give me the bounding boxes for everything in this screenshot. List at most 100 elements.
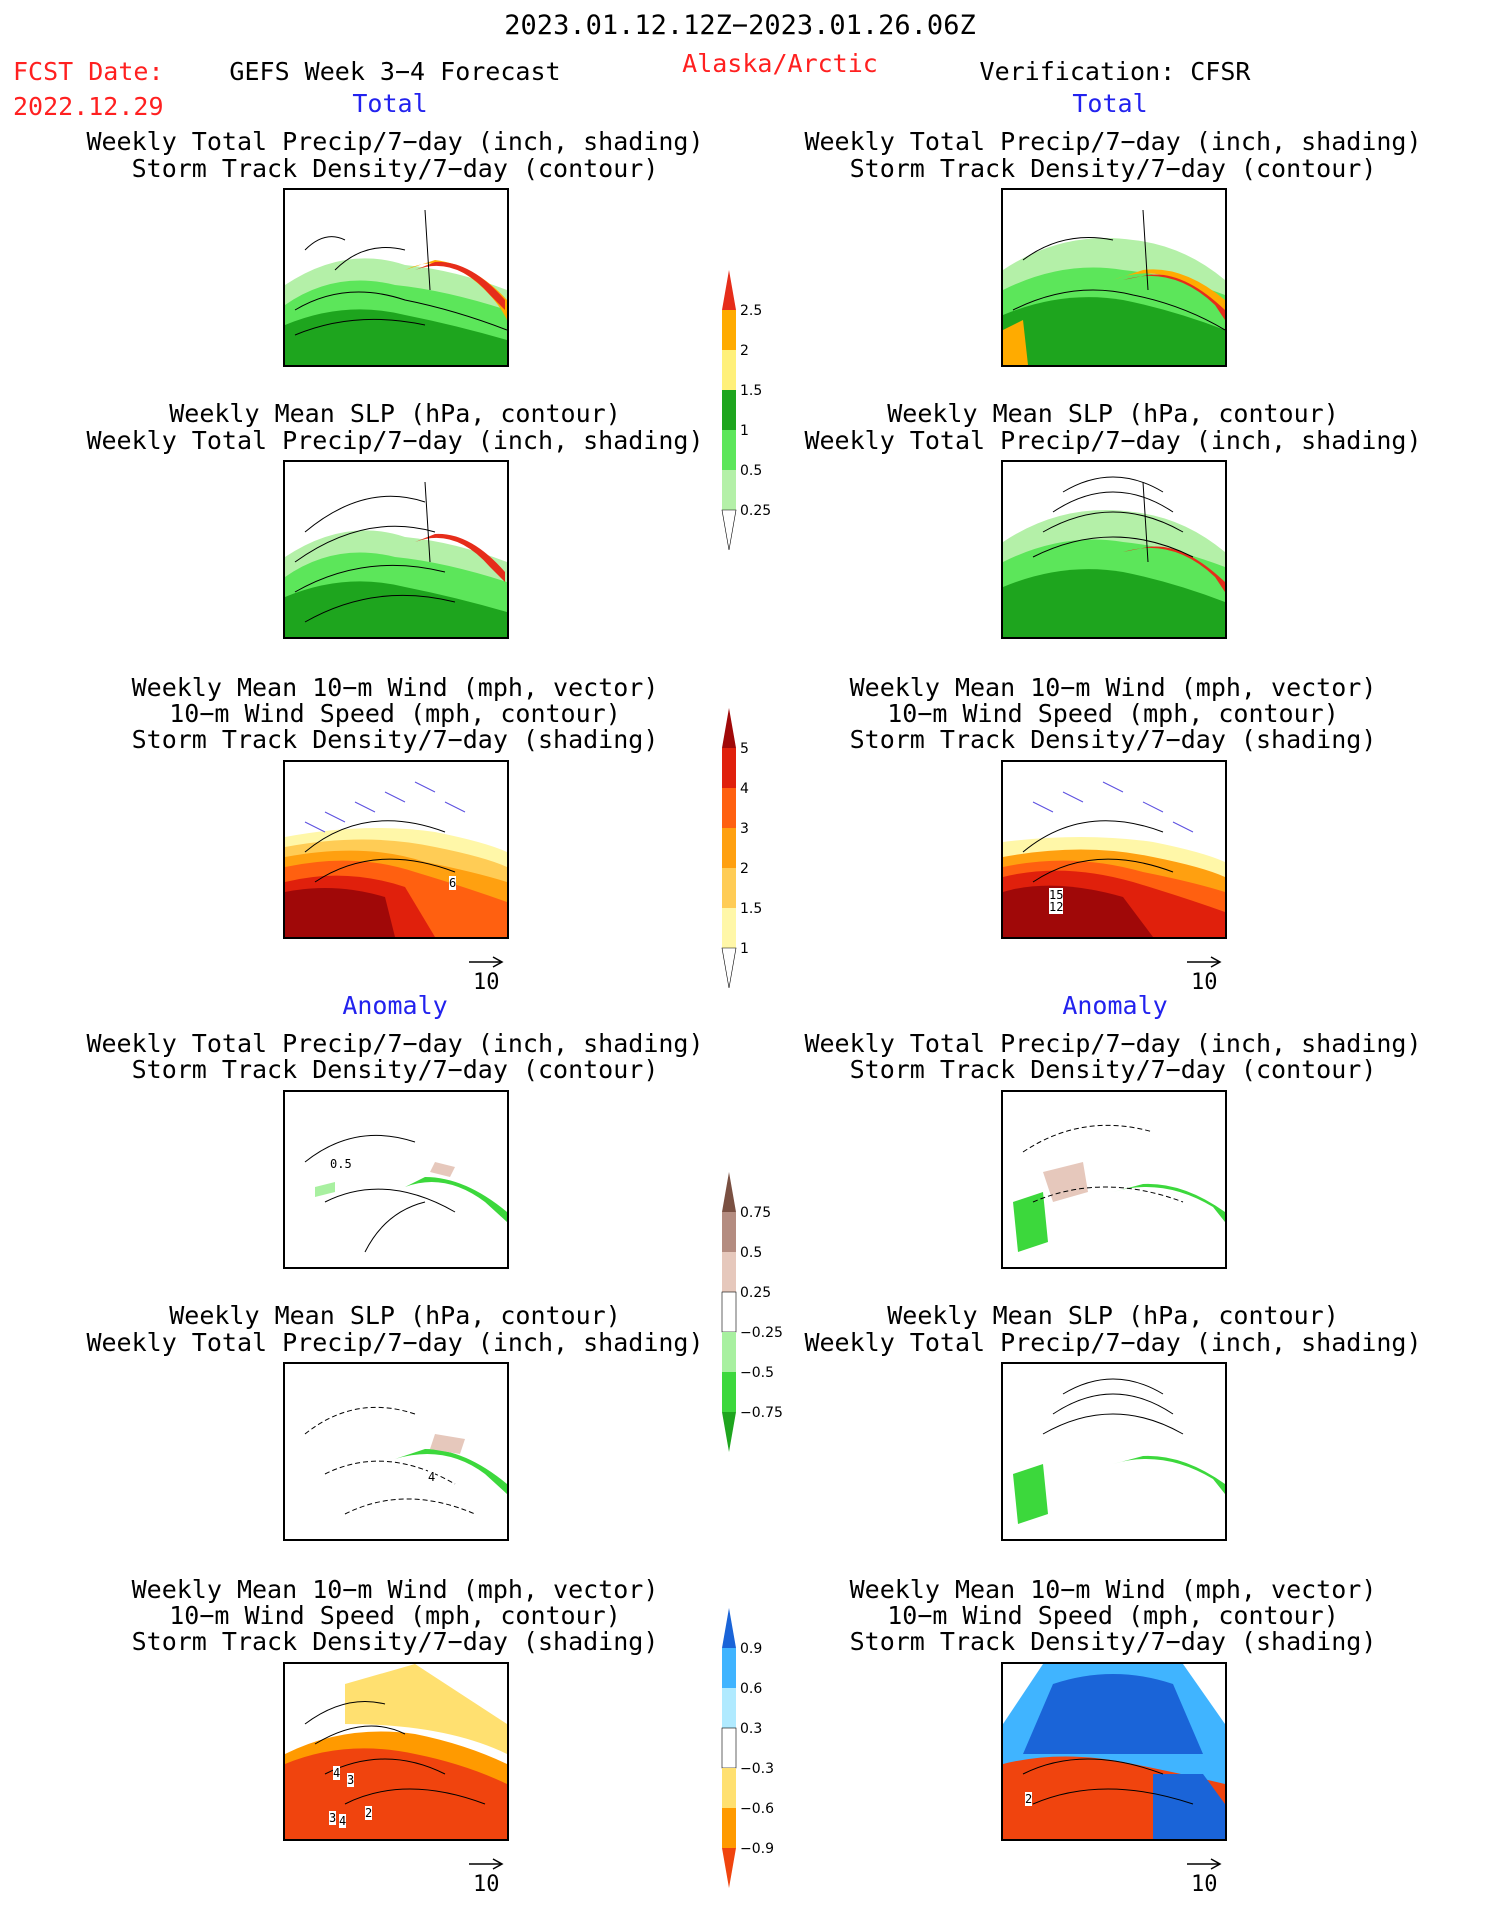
verification-title: Verification: CFSR: [979, 57, 1251, 86]
colorbar-tick-label: −0.5: [740, 1365, 774, 1381]
reference-vector-total-verification: 10: [1181, 956, 1241, 1000]
map-label: 2: [365, 1806, 373, 1820]
panel-title-line: Storm Track Density/7−day (contour): [849, 1055, 1377, 1084]
colorbar-tick-label: 0.25: [740, 503, 771, 519]
colorbar-segment: [722, 1172, 736, 1212]
colorbar-segment: [722, 828, 736, 868]
reference-vector-label: 10: [473, 1872, 500, 1897]
fcst-date-label: FCST Date:: [13, 57, 164, 86]
colorbar-tick-label: −0.3: [740, 1761, 774, 1777]
colorbar-segment: [721, 1291, 737, 1333]
colorbar-tick-label: 0.75: [740, 1205, 771, 1221]
colorbar-segment: [722, 1768, 736, 1808]
map-label: 4: [339, 1814, 347, 1828]
colorbar-tick-label: −0.9: [740, 1841, 774, 1857]
panel-title-line: 10−m Wind Speed (mph, contour): [887, 699, 1339, 728]
panel-title-line: Weekly Total Precip/7−day (inch, shading…: [86, 1029, 704, 1058]
colorbar-segment: [722, 868, 736, 908]
map-total-slp-verification: [1001, 460, 1227, 639]
panel-title-line: Weekly Total Precip/7−day (inch, shading…: [86, 1328, 704, 1357]
map-anom-slp-forecast: [283, 1362, 509, 1541]
colorbar-tick-label: −0.25: [740, 1325, 783, 1341]
map-total-precip-forecast: [283, 188, 509, 367]
colorbar-tick-label: 1.5: [740, 901, 762, 917]
colorbar-tick-label: −0.75: [740, 1405, 783, 1421]
panel-title-line: Weekly Mean SLP (hPa, contour): [169, 399, 621, 428]
map-label: 12: [1049, 900, 1064, 914]
colorbar-tick-label: 0.5: [740, 1245, 762, 1261]
colorbar-tick-label: −0.6: [740, 1801, 774, 1817]
colorbar-segment: [721, 1727, 737, 1769]
reference-vector-total-forecast: 10: [463, 956, 523, 1000]
map-total-precip-verification: [1001, 188, 1227, 367]
panel-title-line: Weekly Mean SLP (hPa, contour): [887, 1301, 1339, 1330]
panel-title-line: Storm Track Density/7−day (contour): [849, 154, 1377, 183]
colorbar-segment: [722, 908, 736, 948]
map-label: 2: [1025, 1792, 1033, 1806]
colorbar-total-precip: 2.5 2 1.5 1 0.5 0.25: [721, 270, 842, 554]
panel-title-line: Weekly Total Precip/7−day (inch, shading…: [86, 127, 704, 156]
panel-title-line: 10−m Wind Speed (mph, contour): [887, 1601, 1339, 1630]
section-anomaly-verification: Anomaly: [1062, 991, 1168, 1020]
colorbar-svg: 5 4 3 2 1.5 1: [721, 708, 762, 989]
colorbar-segment: [722, 1848, 736, 1888]
panel-title-line: Storm Track Density/7−day (contour): [131, 154, 659, 183]
map-anom-slp-verification: [1001, 1362, 1227, 1541]
colorbar-tick-label: 2: [740, 343, 749, 359]
reference-vector-anom-verification: 10: [1181, 1858, 1241, 1902]
colorbar-segment: [722, 390, 736, 430]
colorbar-anom-precip: 0.75 0.5 0.25 −0.25 −0.5 −0.75: [721, 1172, 842, 1456]
map-label: 4: [428, 1470, 436, 1484]
panel-title-line: Storm Track Density/7−day (shading): [849, 725, 1377, 754]
colorbar-svg: 0.75 0.5 0.25 −0.25 −0.5 −0.75: [721, 1172, 783, 1452]
colorbar-tick-label: 4: [740, 781, 749, 797]
colorbar-tick-label: 5: [740, 741, 749, 757]
colorbar-tick-label: 0.5: [740, 463, 762, 479]
panel-title-line: Storm Track Density/7−day (shading): [131, 1627, 659, 1656]
colorbar-segment: [721, 947, 737, 989]
colorbar-segment: [722, 1412, 736, 1452]
colorbar-segment: [722, 270, 736, 310]
colorbar-segment: [722, 1332, 736, 1372]
colorbar-tick-label: 1: [740, 423, 749, 439]
colorbar-tick-label: 2: [740, 861, 749, 877]
section-total-forecast: Total: [352, 89, 428, 118]
panel-title-line: Storm Track Density/7−day (shading): [131, 725, 659, 754]
map-label: 3: [329, 1811, 337, 1825]
panel-title-line: 10−m Wind Speed (mph, contour): [169, 699, 621, 728]
colorbar-tick-label: 0.3: [740, 1721, 762, 1737]
panel-title-line: Weekly Mean 10−m Wind (mph, vector): [849, 673, 1377, 702]
section-anomaly-forecast: Anomaly: [342, 991, 448, 1020]
date-range-title: 2023.01.12.12Z−2023.01.26.06Z: [504, 10, 976, 41]
map-label: 4: [333, 1766, 341, 1780]
colorbar-tick-label: 1.5: [740, 383, 762, 399]
colorbar-segment: [721, 509, 737, 551]
map-anom-precip-forecast: [283, 1090, 509, 1269]
panel-title-line: Weekly Mean 10−m Wind (mph, vector): [849, 1575, 1377, 1604]
panel-title-line: Storm Track Density/7−day (contour): [131, 1055, 659, 1084]
colorbar-segment: [722, 748, 736, 788]
colorbar-segment: [722, 788, 736, 828]
region-title: Alaska/Arctic: [682, 49, 878, 78]
colorbar-segment: [722, 430, 736, 470]
panel-title-line: Weekly Mean 10−m Wind (mph, vector): [131, 1575, 659, 1604]
panel-title-line: Weekly Mean SLP (hPa, contour): [887, 399, 1339, 428]
colorbar-tick-label: 0.25: [740, 1285, 771, 1301]
colorbar-segment: [722, 1372, 736, 1412]
colorbar-segment: [722, 470, 736, 510]
colorbar-segment: [722, 1688, 736, 1728]
colorbar-total-storm: 5 4 3 2 1.5 1: [721, 708, 842, 992]
colorbar-segment: [722, 1252, 736, 1292]
panel-title-line: Weekly Total Precip/7−day (inch, shading…: [804, 1029, 1422, 1058]
reference-vector-anom-forecast: 10: [463, 1858, 523, 1902]
panel-title-line: Weekly Total Precip/7−day (inch, shading…: [804, 127, 1422, 156]
map-anom-wind-verification: [1001, 1662, 1227, 1841]
map-anom-wind-forecast: [283, 1662, 509, 1841]
colorbar-segment: [722, 1608, 736, 1648]
fcst-date-value: 2022.12.29: [13, 92, 164, 121]
map-label: 3: [347, 1773, 355, 1787]
panel-title-line: Storm Track Density/7−day (shading): [849, 1627, 1377, 1656]
colorbar-tick-label: 2.5: [740, 303, 762, 319]
panel-title-line: Weekly Mean 10−m Wind (mph, vector): [131, 673, 659, 702]
colorbar-svg: 0.9 0.6 0.3 −0.3 −0.6 −0.9: [721, 1608, 774, 1888]
